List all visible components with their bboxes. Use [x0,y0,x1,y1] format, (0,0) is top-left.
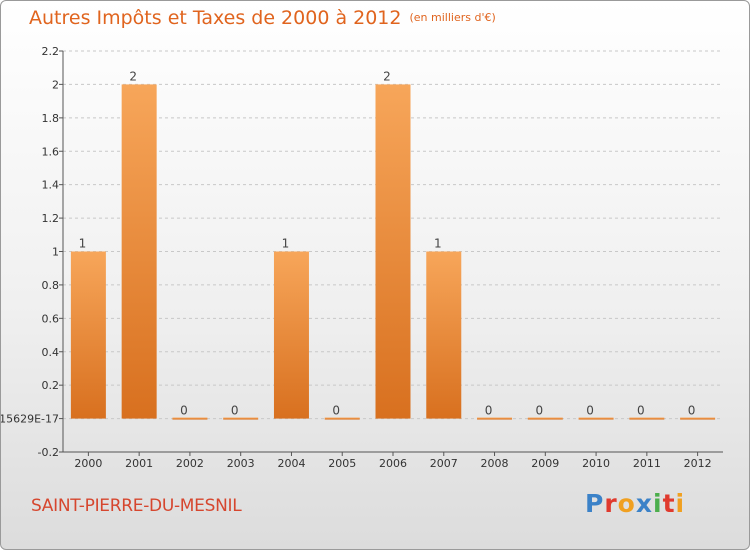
x-tick-label: 2009 [531,457,559,470]
logo-letter: o [617,489,636,518]
logo-letter: i [675,489,686,518]
bar [477,417,513,420]
x-tick-label: 2012 [684,457,712,470]
data-label: 0 [688,404,696,418]
data-label: 0 [485,404,493,418]
data-label: 1 [79,237,87,251]
x-tick-label: 2008 [481,457,509,470]
data-label: 2 [383,69,391,83]
x-tick-label: 2006 [379,457,407,470]
bar [273,251,309,419]
y-tick-label: 1.4 [42,179,60,192]
commune-name: SAINT-PIERRE-DU-MESNIL [31,496,242,516]
data-label: 0 [180,404,188,418]
logo-letter: t [662,489,676,518]
x-tick-label: 2007 [430,457,458,470]
bar [527,417,563,420]
x-tick-label: 2004 [277,457,305,470]
x-tick-label: 2005 [328,457,356,470]
logo-letter: r [604,489,618,518]
y-tick-label: 2.2 [42,45,60,58]
bar [375,84,411,419]
bar [680,417,716,420]
unit-note: (en milliers d'€) [409,11,496,24]
logo-letter: i [653,489,663,518]
x-tick-label: 2011 [633,457,661,470]
y-tick-label: 0.8 [42,279,60,292]
y-tick-label: -0.2 [38,446,59,459]
data-label: 0 [586,404,594,418]
y-tick-label: 1.6 [42,145,60,158]
x-tick-label: 2002 [176,457,204,470]
bar [578,417,614,420]
bar [121,84,157,419]
x-tick-label: 2001 [125,457,153,470]
bar-chart: 2.2 2 1.8 1.6 1.4 1.2 1 0.8 0.6 0.4 0.2 -1.15629E-1… [1,45,723,470]
x-tick-label: 2010 [582,457,610,470]
y-tick-label: 1 [52,246,59,259]
bar [172,417,208,420]
y-tick-label: 1.8 [42,112,60,125]
data-label: 0 [637,404,645,418]
title-text: Autres Impôts et Taxes de 2000 à 2012 [29,7,402,29]
data-label: 0 [332,404,340,418]
logo-letter: P [585,489,605,518]
chart-title: Autres Impôts et Taxes de 2000 à 2012 (en… [29,7,496,29]
y-tick-label: 0.2 [42,379,60,392]
y-tick-label: 2 [52,78,59,91]
data-label: 2 [129,69,137,83]
data-label: 1 [282,237,290,251]
x-tick-label: 2003 [227,457,255,470]
bar [223,417,259,420]
y-tick-label: 0.4 [42,346,60,359]
bar [426,251,462,419]
bar [324,417,360,420]
y-tick-label: -1.15629E-17 [1,413,59,426]
y-tick-label: 1.2 [42,212,60,225]
bar [70,251,106,419]
data-label: 0 [535,404,543,418]
proxiti-logo: Proxiti [585,489,685,518]
bar [629,417,665,420]
x-tick-label: 2000 [74,457,102,470]
data-label: 0 [231,404,239,418]
data-label: 1 [434,237,442,251]
logo-letter: x [635,489,653,518]
y-tick-label: 0.6 [42,312,60,325]
